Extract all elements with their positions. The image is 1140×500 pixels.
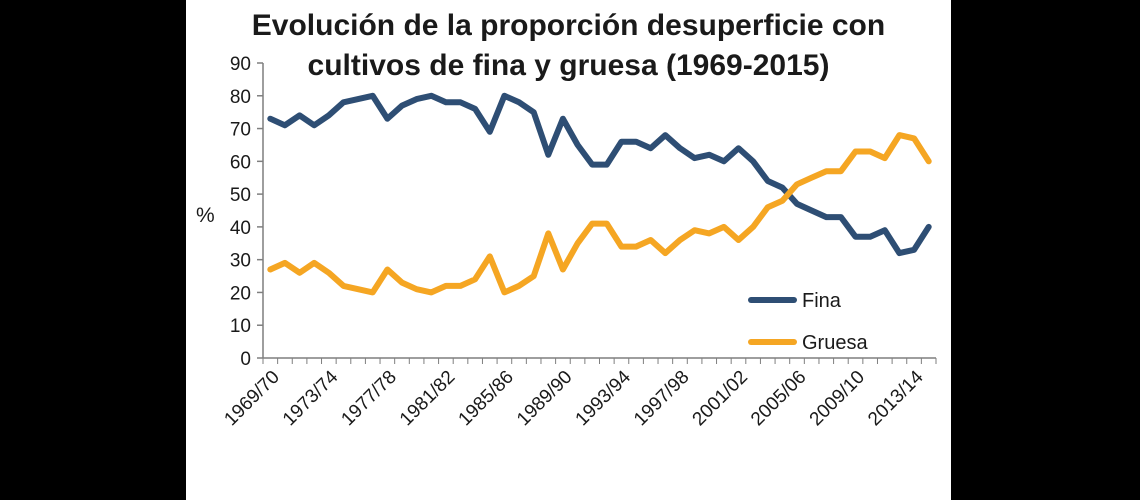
y-tick-label: 30 xyxy=(230,251,251,272)
x-tick-label: 1997/98 xyxy=(630,367,693,430)
x-tick-label: 1989/90 xyxy=(513,367,576,430)
y-tick-label: 60 xyxy=(230,152,251,173)
x-tick-label: 1993/94 xyxy=(572,366,636,430)
axes xyxy=(262,63,936,359)
legend-label-gruesa: Gruesa xyxy=(802,332,868,354)
legend-label-fina: Fina xyxy=(802,290,842,312)
x-tick-labels: 1969/701973/741977/781981/821985/861989/… xyxy=(220,358,937,430)
x-tick-label: 1973/74 xyxy=(279,366,343,430)
series-line-fina xyxy=(267,92,932,257)
line-chart: 0 10 20 30 40 50 60 70 80 90 1969/701973/741977/7… xyxy=(196,54,937,430)
y-tick-label: 20 xyxy=(230,283,251,304)
chart-title: Evolución de la proporción desuperficie … xyxy=(186,6,951,86)
y-axis-label: % xyxy=(196,204,215,227)
x-tick-label: 1985/86 xyxy=(455,367,518,430)
y-tick-labels: 0 10 20 30 40 50 60 70 80 90 xyxy=(230,54,263,370)
x-tick-label: 1981/82 xyxy=(396,367,459,430)
y-tick-label: 90 xyxy=(230,54,251,75)
chart-title-line-1: Evolución de la proporción desuperficie … xyxy=(251,9,886,42)
x-tick-label: 1969/70 xyxy=(220,367,283,430)
chart-panel: Evolución de la proporción desuperficie … xyxy=(186,0,951,500)
x-tick-label: 2001/02 xyxy=(689,367,752,430)
y-tick-label: 40 xyxy=(230,218,251,239)
x-tick-label: 1977/78 xyxy=(337,367,400,430)
y-tick-label: 0 xyxy=(240,349,251,370)
y-tick-label: 70 xyxy=(230,120,251,141)
y-tick-label: 50 xyxy=(230,185,251,206)
x-tick-label: 2005/06 xyxy=(747,367,810,430)
legend: Fina Gruesa xyxy=(748,290,868,354)
y-tick-label: 10 xyxy=(230,316,251,337)
y-tick-label: 80 xyxy=(230,87,251,108)
series-lines xyxy=(267,92,932,296)
x-tick-label: 2009/10 xyxy=(806,367,869,430)
series-line-gruesa xyxy=(267,132,932,296)
x-tick-label: 2013/14 xyxy=(864,366,928,430)
chart-title-line-2: cultivos de fina y gruesa (1969-2015) xyxy=(307,49,830,82)
